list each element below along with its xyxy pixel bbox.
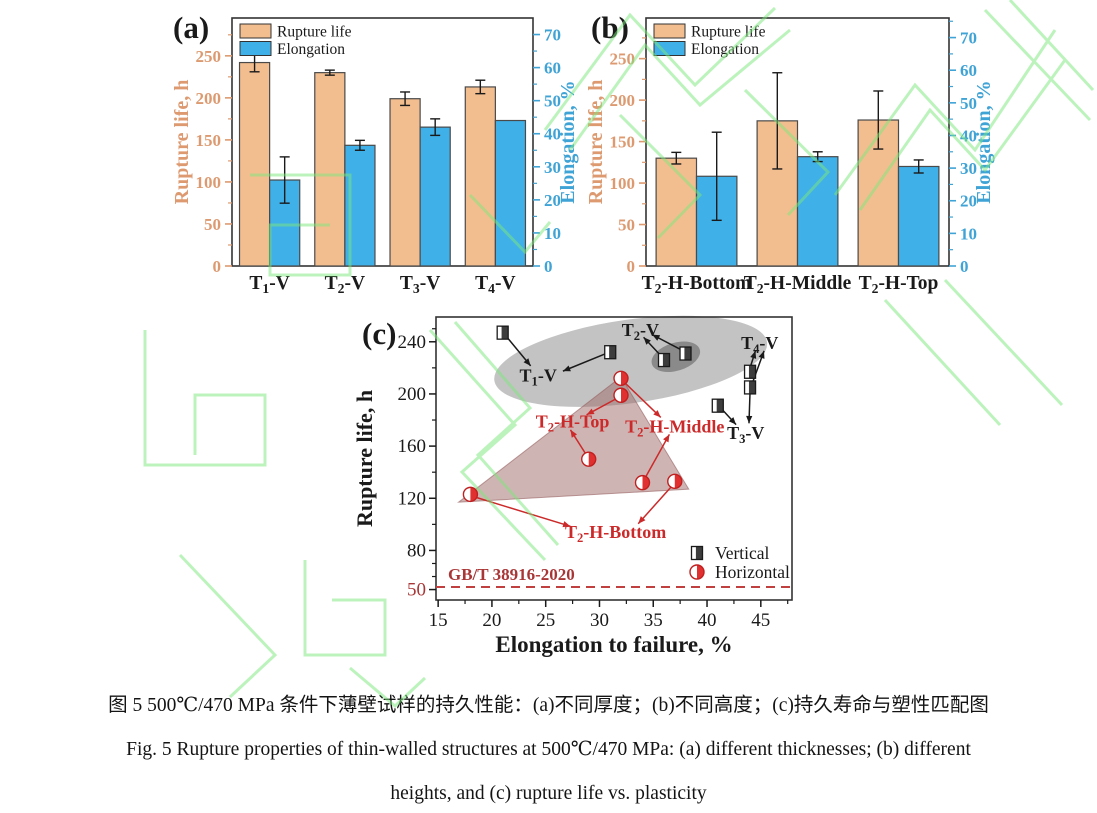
svg-text:(c): (c)	[362, 316, 396, 351]
svg-text:60: 60	[960, 61, 977, 80]
svg-text:(a): (a)	[173, 10, 209, 45]
svg-text:35: 35	[644, 610, 663, 631]
svg-text:80: 80	[407, 540, 426, 561]
svg-text:T1-V: T1-V	[249, 273, 289, 296]
svg-text:Horizontal: Horizontal	[715, 562, 790, 582]
svg-text:0: 0	[213, 257, 222, 276]
svg-text:50: 50	[204, 215, 221, 234]
svg-text:Elongation: Elongation	[691, 41, 759, 58]
svg-text:70: 70	[960, 29, 977, 48]
svg-text:T2-V: T2-V	[622, 320, 659, 343]
svg-text:0: 0	[544, 257, 553, 276]
svg-text:0: 0	[960, 257, 969, 276]
svg-text:10: 10	[544, 224, 561, 243]
svg-text:T3-V: T3-V	[400, 273, 440, 296]
svg-text:Rupture life: Rupture life	[691, 24, 766, 41]
svg-text:0: 0	[627, 257, 636, 276]
svg-text:T2-H-Middle: T2-H-Middle	[625, 417, 724, 440]
svg-text:100: 100	[610, 174, 636, 193]
svg-text:Elongation to failure, %: Elongation to failure, %	[495, 632, 732, 657]
svg-text:60: 60	[544, 59, 561, 78]
svg-text:Rupture life, h: Rupture life, h	[171, 80, 193, 205]
svg-text:Elongation, %: Elongation, %	[973, 80, 995, 203]
caption-line-en-1: Fig. 5 Rupture properties of thin-walled…	[126, 739, 971, 760]
svg-text:10: 10	[960, 224, 977, 243]
svg-text:T2-H-Middle: T2-H-Middle	[744, 273, 852, 296]
figure-caption: 图 5 500℃/470 MPa 条件下薄壁试样的持久性能：(a)不同厚度；(b…	[0, 684, 1097, 813]
svg-text:25: 25	[536, 610, 555, 631]
svg-text:T2-H-Bottom: T2-H-Bottom	[642, 273, 752, 296]
svg-text:T3-V: T3-V	[727, 423, 764, 446]
svg-text:Rupture life, h: Rupture life, h	[585, 80, 607, 205]
svg-text:T2-H-Top: T2-H-Top	[859, 273, 939, 296]
caption-line-en-2: heights, and (c) rupture life vs. plasti…	[390, 783, 707, 804]
svg-text:200: 200	[398, 384, 427, 405]
svg-text:250: 250	[610, 50, 636, 69]
svg-text:200: 200	[196, 89, 222, 108]
svg-text:70: 70	[544, 26, 561, 45]
svg-text:T2-H-Bottom: T2-H-Bottom	[565, 522, 666, 545]
svg-text:T1-V: T1-V	[520, 366, 557, 389]
svg-text:240: 240	[398, 332, 427, 353]
svg-text:40: 40	[698, 610, 717, 631]
svg-text:T4-V: T4-V	[475, 273, 515, 296]
svg-text:30: 30	[544, 158, 561, 177]
svg-text:50: 50	[618, 216, 635, 235]
caption-line-zh: 图 5 500℃/470 MPa 条件下薄壁试样的持久性能：(a)不同厚度；(b…	[108, 695, 989, 716]
svg-text:30: 30	[590, 610, 609, 631]
svg-text:250: 250	[196, 47, 222, 66]
svg-text:45: 45	[751, 610, 770, 631]
svg-text:Rupture life: Rupture life	[277, 24, 352, 41]
chart-panel-b-height-bars: 050100150200250010203040506070T2-H-Botto…	[585, 10, 995, 296]
svg-text:150: 150	[610, 133, 636, 152]
svg-text:120: 120	[398, 488, 427, 509]
svg-text:T2-H-Top: T2-H-Top	[536, 411, 610, 434]
svg-text:100: 100	[196, 173, 222, 192]
svg-text:50: 50	[407, 580, 426, 601]
svg-text:T2-V: T2-V	[325, 273, 365, 296]
svg-text:20: 20	[482, 610, 501, 631]
svg-text:GB/T 38916-2020: GB/T 38916-2020	[448, 565, 575, 584]
svg-text:150: 150	[196, 131, 222, 150]
svg-text:Elongation: Elongation	[277, 41, 345, 58]
svg-text:15: 15	[429, 610, 448, 631]
svg-text:160: 160	[398, 436, 427, 457]
svg-text:Vertical: Vertical	[715, 543, 770, 563]
svg-text:200: 200	[610, 91, 636, 110]
svg-text:T4-V: T4-V	[741, 333, 778, 356]
svg-text:(b): (b)	[591, 10, 629, 45]
chart-panel-c-scatter: 15 20 25 30 35 40 45 50 80 120 160 200 240 GB/T 38916…	[352, 315, 793, 657]
svg-text:Rupture life, h: Rupture life, h	[352, 390, 377, 527]
